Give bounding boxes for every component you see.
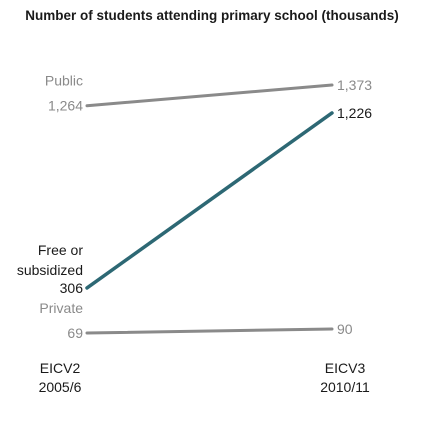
value-label-start-private: 69 <box>67 325 83 341</box>
x-tick-label-1-line2: 2005/6 <box>39 379 82 395</box>
series-line-free-or-subsidized <box>85 111 334 290</box>
x-tick-label-2-line2: 2010/11 <box>320 379 370 395</box>
value-label-start-free-or-subsidized: 306 <box>60 280 84 296</box>
series-name-free-or-subsidized-line2: subsidized <box>17 262 83 278</box>
series-name-free-or-subsidized-line1: Free or <box>38 242 83 258</box>
value-label-start-public: 1,264 <box>48 98 83 114</box>
x-tick-label-1-line1: EICV2 <box>40 360 81 376</box>
x-tick-label-2-line1: EICV3 <box>325 360 366 376</box>
series-name-public: Public <box>45 73 83 89</box>
series-name-private: Private <box>39 300 83 316</box>
chart-title: Number of students attending primary sch… <box>25 8 399 23</box>
value-label-end-public: 1,373 <box>337 77 372 93</box>
series-line-private <box>85 327 334 335</box>
series-line-public <box>85 83 334 108</box>
value-label-end-private: 90 <box>337 321 353 337</box>
value-label-end-free-or-subsidized: 1,226 <box>337 105 372 121</box>
